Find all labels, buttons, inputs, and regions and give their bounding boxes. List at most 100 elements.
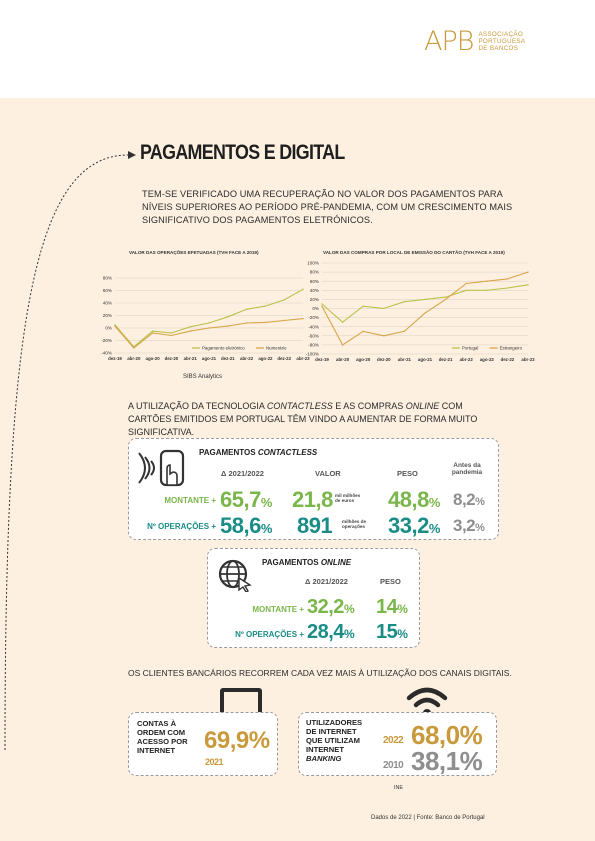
data-point bbox=[403, 300, 406, 303]
x-tick-label: dez-21 bbox=[221, 356, 235, 361]
pct-sign: % bbox=[475, 522, 485, 534]
data-point bbox=[424, 312, 426, 314]
contas-year: 2021 bbox=[205, 757, 224, 767]
dotted-arrow-path bbox=[4, 151, 136, 751]
data-point bbox=[321, 303, 323, 305]
apb-logo: APB ASSOCIAÇÃO PORTUGUESA DE BANCOS bbox=[424, 26, 525, 57]
peso-value: 33,2 bbox=[388, 513, 429, 538]
footer: Dados de 2022 | Fonte: Banco de Portugal bbox=[371, 815, 485, 821]
data-point bbox=[227, 316, 229, 318]
x-tick-label: abr-20 bbox=[336, 357, 350, 362]
y-tick-label: 0% bbox=[312, 306, 319, 311]
data-point bbox=[362, 330, 364, 332]
x-tick-label: ago-22 bbox=[480, 357, 495, 362]
y-tick-label: 60% bbox=[310, 279, 319, 284]
online-title-pre: PAGAMENTOS bbox=[262, 558, 321, 567]
users-line-4: INTERNET bbox=[306, 745, 344, 754]
unit-1: milhões de bbox=[342, 519, 366, 524]
y-tick-label: 60% bbox=[103, 288, 112, 293]
contas-line-1: CONTAS À bbox=[137, 719, 177, 728]
x-tick-label: ago-22 bbox=[258, 356, 273, 361]
section2-mid: E AS COMPRAS bbox=[332, 401, 406, 411]
users-value-1: 68,0% bbox=[411, 720, 483, 750]
legend-label: Estrangeiro bbox=[500, 346, 523, 351]
data-point bbox=[114, 325, 116, 327]
legend-label: Portugal bbox=[462, 346, 478, 351]
peso-value: 14 bbox=[376, 596, 398, 618]
delta-value: 58,6 bbox=[220, 513, 261, 538]
y-tick-label: -20% bbox=[101, 338, 112, 343]
x-tick-label: dez-20 bbox=[377, 357, 391, 362]
users-line-5: BANKING bbox=[306, 754, 342, 763]
contas-line-3: ACESSO POR bbox=[137, 737, 188, 746]
data-point bbox=[151, 330, 154, 332]
contas-card: CONTAS À ORDEM COM ACESSO POR INTERNET 6… bbox=[128, 712, 278, 776]
page-title: PAGAMENTOS E DIGITAL bbox=[140, 141, 345, 164]
section2-text: A UTILIZAÇÃO DA TECNOLOGIA CONTACTLESS E… bbox=[128, 400, 498, 439]
section2-pre: A UTILIZAÇÃO DA TECNOLOGIA bbox=[128, 401, 267, 411]
col-pre-2: pandemia bbox=[451, 469, 483, 476]
chart2-title: VALOR DAS COMPRAS POR LOCAL DE EMISSÃO D… bbox=[323, 250, 505, 255]
row-montante-peso: 48,8% bbox=[388, 487, 440, 513]
unit-1: mil milhões bbox=[335, 493, 361, 498]
pct-sign: % bbox=[428, 495, 441, 510]
contactless-card: PAGAMENTOS CONTACTLESS Δ 2021/2022 VALOR… bbox=[128, 438, 499, 540]
pct-sign: % bbox=[260, 521, 273, 536]
y-tick-label: 100% bbox=[307, 261, 319, 266]
y-tick-label: 40% bbox=[103, 301, 112, 306]
x-tick-label: ago-20 bbox=[146, 356, 161, 361]
x-tick-label: dez-22 bbox=[501, 357, 515, 362]
x-tick-label: dez-19 bbox=[315, 357, 329, 362]
contactless-title-pre: PAGAMENTOS bbox=[199, 448, 258, 457]
users-card: UTILIZADORES DE INTERNET QUE UTILIZAM IN… bbox=[298, 712, 497, 776]
users-value-2: 38,1% bbox=[411, 746, 483, 776]
row-montante-label: MONTANTE + bbox=[164, 496, 216, 505]
source-ine: INE bbox=[394, 785, 403, 791]
row-montante-delta: 65,7% bbox=[220, 487, 272, 513]
pct-sign: % bbox=[397, 627, 408, 641]
online-row-montante-peso: 14% bbox=[376, 596, 408, 619]
pre-value: 8,2 bbox=[453, 490, 476, 509]
logo-line-3: DE BANCOS bbox=[478, 45, 519, 52]
x-tick-label: ago-20 bbox=[356, 357, 371, 362]
delta-value: 32,2 bbox=[307, 596, 344, 618]
x-tick-label: abr-21 bbox=[184, 356, 198, 361]
delta-value: 65,7 bbox=[220, 487, 261, 512]
col-pre-1: Antes da bbox=[453, 462, 481, 469]
col-pre-pandemia: Antes da pandemia bbox=[451, 462, 483, 476]
online-title: PAGAMENTOS ONLINE bbox=[262, 558, 351, 567]
data-point bbox=[151, 332, 154, 334]
data-point bbox=[133, 347, 135, 349]
row-operacoes-delta: 58,6% bbox=[220, 513, 272, 539]
y-tick-label: 20% bbox=[103, 313, 112, 318]
x-tick-label: dez-22 bbox=[277, 356, 291, 361]
source-sibs: SIBS Analytics bbox=[183, 374, 223, 380]
data-point bbox=[189, 326, 191, 328]
online-row-operacoes-label: Nº OPERAÇÕES + bbox=[235, 630, 304, 639]
data-point bbox=[302, 288, 304, 290]
section2-em1: CONTACTLESS bbox=[266, 401, 333, 411]
contactless-icon bbox=[138, 449, 185, 487]
pct-sign: % bbox=[343, 602, 355, 616]
row-operacoes-peso: 33,2% bbox=[388, 513, 440, 539]
row-operacoes-pre: 3,2% bbox=[453, 516, 485, 536]
data-point bbox=[208, 322, 210, 324]
y-tick-label: 80% bbox=[310, 270, 319, 275]
intro-text: TEM-SE VERIFICADO UMA RECUPERAÇÃO NO VAL… bbox=[142, 189, 513, 225]
col-valor: VALOR bbox=[315, 469, 341, 478]
col-peso: PESO bbox=[397, 469, 418, 478]
x-tick-label: abr-23 bbox=[521, 357, 535, 362]
row-operacoes-unit: milhões de operações bbox=[342, 519, 366, 530]
online-row-operacoes-delta: 28,4% bbox=[307, 621, 355, 644]
contactless-title: PAGAMENTOS CONTACTLESS bbox=[199, 448, 317, 457]
data-point bbox=[283, 319, 285, 322]
contas-label: CONTAS À ORDEM COM ACESSO POR INTERNET bbox=[137, 719, 188, 755]
x-tick-label: dez-20 bbox=[165, 356, 179, 361]
contas-line-2: ORDEM COM bbox=[137, 728, 186, 737]
row-operacoes-label: Nº OPERAÇÕES + bbox=[147, 522, 216, 531]
data-point bbox=[506, 287, 509, 289]
x-tick-label: ago-21 bbox=[202, 356, 217, 361]
row-montante-valor: 21,8 bbox=[292, 487, 333, 512]
data-point bbox=[383, 335, 385, 337]
peso-value: 48,8 bbox=[388, 487, 429, 512]
